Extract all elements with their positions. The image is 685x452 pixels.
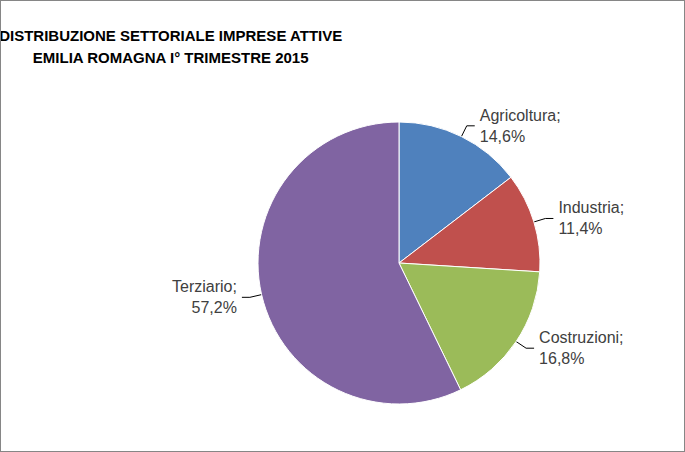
- svg-text:14,6%: 14,6%: [480, 128, 525, 145]
- svg-text:Agricoltura;: Agricoltura;: [480, 107, 561, 124]
- svg-text:11,4%: 11,4%: [558, 220, 602, 237]
- svg-text:16,8%: 16,8%: [539, 350, 584, 367]
- svg-text:DISTRIBUZIONE SETTORIALE IMPRE: DISTRIBUZIONE SETTORIALE IMPRESE ATTIVE: [1, 27, 342, 44]
- svg-text:Costruzioni;: Costruzioni;: [539, 329, 623, 346]
- svg-text:Terziario;: Terziario;: [172, 278, 237, 295]
- svg-text:EMILIA ROMAGNA I° TRIMESTRE 20: EMILIA ROMAGNA I° TRIMESTRE 2015: [33, 49, 309, 66]
- svg-text:Industria;: Industria;: [558, 199, 624, 216]
- svg-text:57,2%: 57,2%: [192, 299, 237, 316]
